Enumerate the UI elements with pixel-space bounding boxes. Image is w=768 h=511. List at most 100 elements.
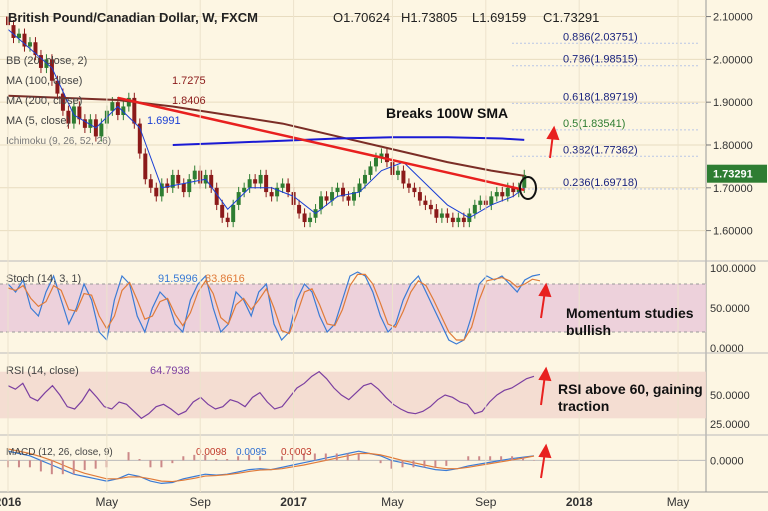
candle-body [275,187,280,197]
fib-label: 0.5(1.83541) [563,118,625,130]
candle-body [49,59,54,81]
macd-title: MACD (12, 26, close, 9) [6,447,113,458]
legend-ma5: MA (5, close) [6,115,70,127]
y-tick-label: 2.00000 [713,54,753,66]
candle-body [220,204,225,218]
candle-body [423,200,428,205]
candle-body [115,102,120,116]
candle-body [148,179,153,188]
candle-body [77,106,82,120]
candle-body [33,42,38,56]
macd-line-1 [7,448,535,483]
candle-body [489,196,494,205]
candle-body [143,153,148,180]
stoch-line-0 [7,271,541,345]
ohlc-low: L1.69159 [472,10,526,25]
x-tick-label: 2017 [280,495,307,509]
candle-body [352,192,356,201]
fib-label: 0.786(1.98515) [563,54,638,66]
candle-body [461,217,466,223]
macd-panel [0,436,706,492]
annotation-momentum-line1: Momentum studies [566,305,694,321]
candle-body [368,166,373,175]
candle-body [258,174,263,184]
annotation-momentum-line2: bullish [566,322,611,338]
annotation-rsi-line2: traction [558,398,609,414]
candle-body [302,213,307,223]
rsi-value: 64.7938 [150,365,190,377]
candle-body [395,170,400,175]
arrow-group [538,125,560,479]
rsi-line [7,370,535,420]
candle-body [478,200,483,205]
x-tick-label: Sep [475,495,497,509]
candle-body [412,187,417,193]
candle-body [330,192,335,201]
x-tick-label: May [381,495,404,509]
candle-body [264,174,269,193]
price-axis [706,0,768,492]
stoch-line-1 [7,273,541,341]
candle-body [170,174,175,188]
candle-body [494,192,499,197]
x-tick-label: May [667,495,690,509]
candle-body [27,42,32,47]
x-tick-label: 2018 [566,495,593,509]
y-tick-label: 1.80000 [713,140,753,152]
legend-ma200-value: 1.8406 [172,95,206,107]
candle-body [341,187,346,197]
fib-label: 0.382(1.77362) [563,144,638,156]
candle-body [209,174,214,188]
y-tick-label: 1.70000 [713,183,753,195]
candle-body [379,153,384,158]
arrow-head-icon [538,366,552,382]
candle-body [16,33,21,38]
y-tick-label: 25.0000 [710,419,750,431]
candle-body [434,209,439,218]
candle-body [231,204,236,223]
candle-body [11,25,16,38]
arrow-head-icon [538,443,552,459]
candle-body [346,196,351,201]
candle-body [269,192,274,197]
ohlc-close: C1.73291 [543,10,599,25]
stoch-d-value: 83.8616 [205,273,245,285]
macd-signal-value: 0.0095 [236,447,267,458]
candle-body [456,217,461,223]
candle-body [247,179,252,188]
arrow-head-icon [546,125,560,141]
candle-body [511,187,516,193]
macd-value: 0.0098 [196,447,227,458]
rsi-title: RSI (14, close) [6,365,79,377]
candle-body [165,183,170,188]
y-tick-label: 0.0000 [710,455,744,467]
candle-body [66,110,71,124]
candle-body [428,204,433,210]
fib-label: 0.618(1.89719) [563,91,638,103]
candle-body [324,196,329,201]
candle-body [450,217,455,223]
candle-body [225,217,230,223]
legend-ma200: MA (200, close) [6,95,82,107]
candle-body [137,123,142,154]
candle-body [505,187,510,197]
stoch-k-value: 91.5996 [158,273,198,285]
candle-body [522,174,527,188]
legend-ma5-value: 1.6991 [147,115,181,127]
ohlc-high: H1.73805 [401,10,457,25]
y-tick-label: 100.0000 [710,263,756,275]
macd-hist-value: 0.0003 [281,447,312,458]
legend-bb: BB (20, close, 2) [6,55,87,67]
y-tick-label: 0.0000 [710,343,744,355]
candle-body [308,217,313,223]
series-line-0 [7,29,525,219]
last-price-tag [707,164,767,183]
fib-label: 0.886(2.03751) [563,31,638,43]
legend-ichimoku: Ichimoku (9, 26, 52, 26) [6,136,111,147]
legend-ma100: MA (100, close) [6,75,82,87]
fib-label: 0.236(1.69718) [563,177,638,189]
last-price-label: 1.73291 [713,169,753,181]
candle-body [335,187,340,193]
x-tick-label: May [96,495,119,509]
